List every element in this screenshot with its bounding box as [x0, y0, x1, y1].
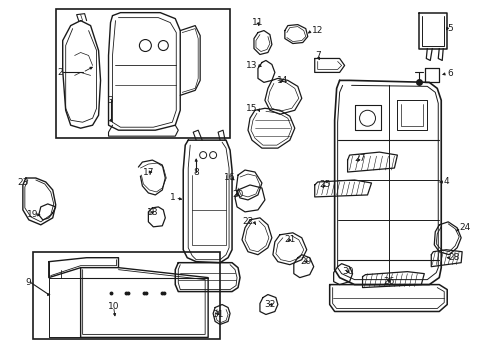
Text: 6: 6: [447, 69, 452, 78]
Text: 26: 26: [383, 277, 394, 286]
Text: 11: 11: [252, 18, 263, 27]
Text: 19: 19: [27, 210, 39, 219]
Text: 21: 21: [284, 235, 295, 244]
Bar: [33, 252, 220, 339]
Text: 9: 9: [25, 278, 31, 287]
Text: 3: 3: [107, 96, 113, 105]
Text: 31: 31: [212, 310, 224, 319]
Text: 16: 16: [224, 172, 235, 181]
Text: 18: 18: [146, 208, 158, 217]
Text: 32: 32: [264, 300, 275, 309]
Text: 25: 25: [318, 180, 330, 189]
Text: 15: 15: [246, 104, 258, 113]
Bar: [56, 9, 229, 138]
Text: 27: 27: [353, 154, 365, 163]
Text: 30: 30: [341, 267, 353, 276]
Text: 22: 22: [242, 217, 253, 226]
Text: 29: 29: [300, 257, 311, 266]
Text: 8: 8: [193, 167, 199, 176]
Text: 5: 5: [447, 24, 452, 33]
Text: 2: 2: [57, 68, 62, 77]
Text: 28: 28: [447, 253, 459, 262]
Text: 10: 10: [107, 302, 119, 311]
Text: 1: 1: [169, 193, 175, 202]
Text: 17: 17: [142, 167, 154, 176]
Text: 12: 12: [311, 26, 323, 35]
Text: 23: 23: [17, 179, 28, 188]
Text: 24: 24: [458, 223, 469, 232]
Text: 7: 7: [314, 51, 320, 60]
Text: 20: 20: [232, 190, 243, 199]
Text: 4: 4: [442, 177, 448, 186]
Text: 13: 13: [246, 61, 258, 70]
Text: 14: 14: [277, 76, 288, 85]
